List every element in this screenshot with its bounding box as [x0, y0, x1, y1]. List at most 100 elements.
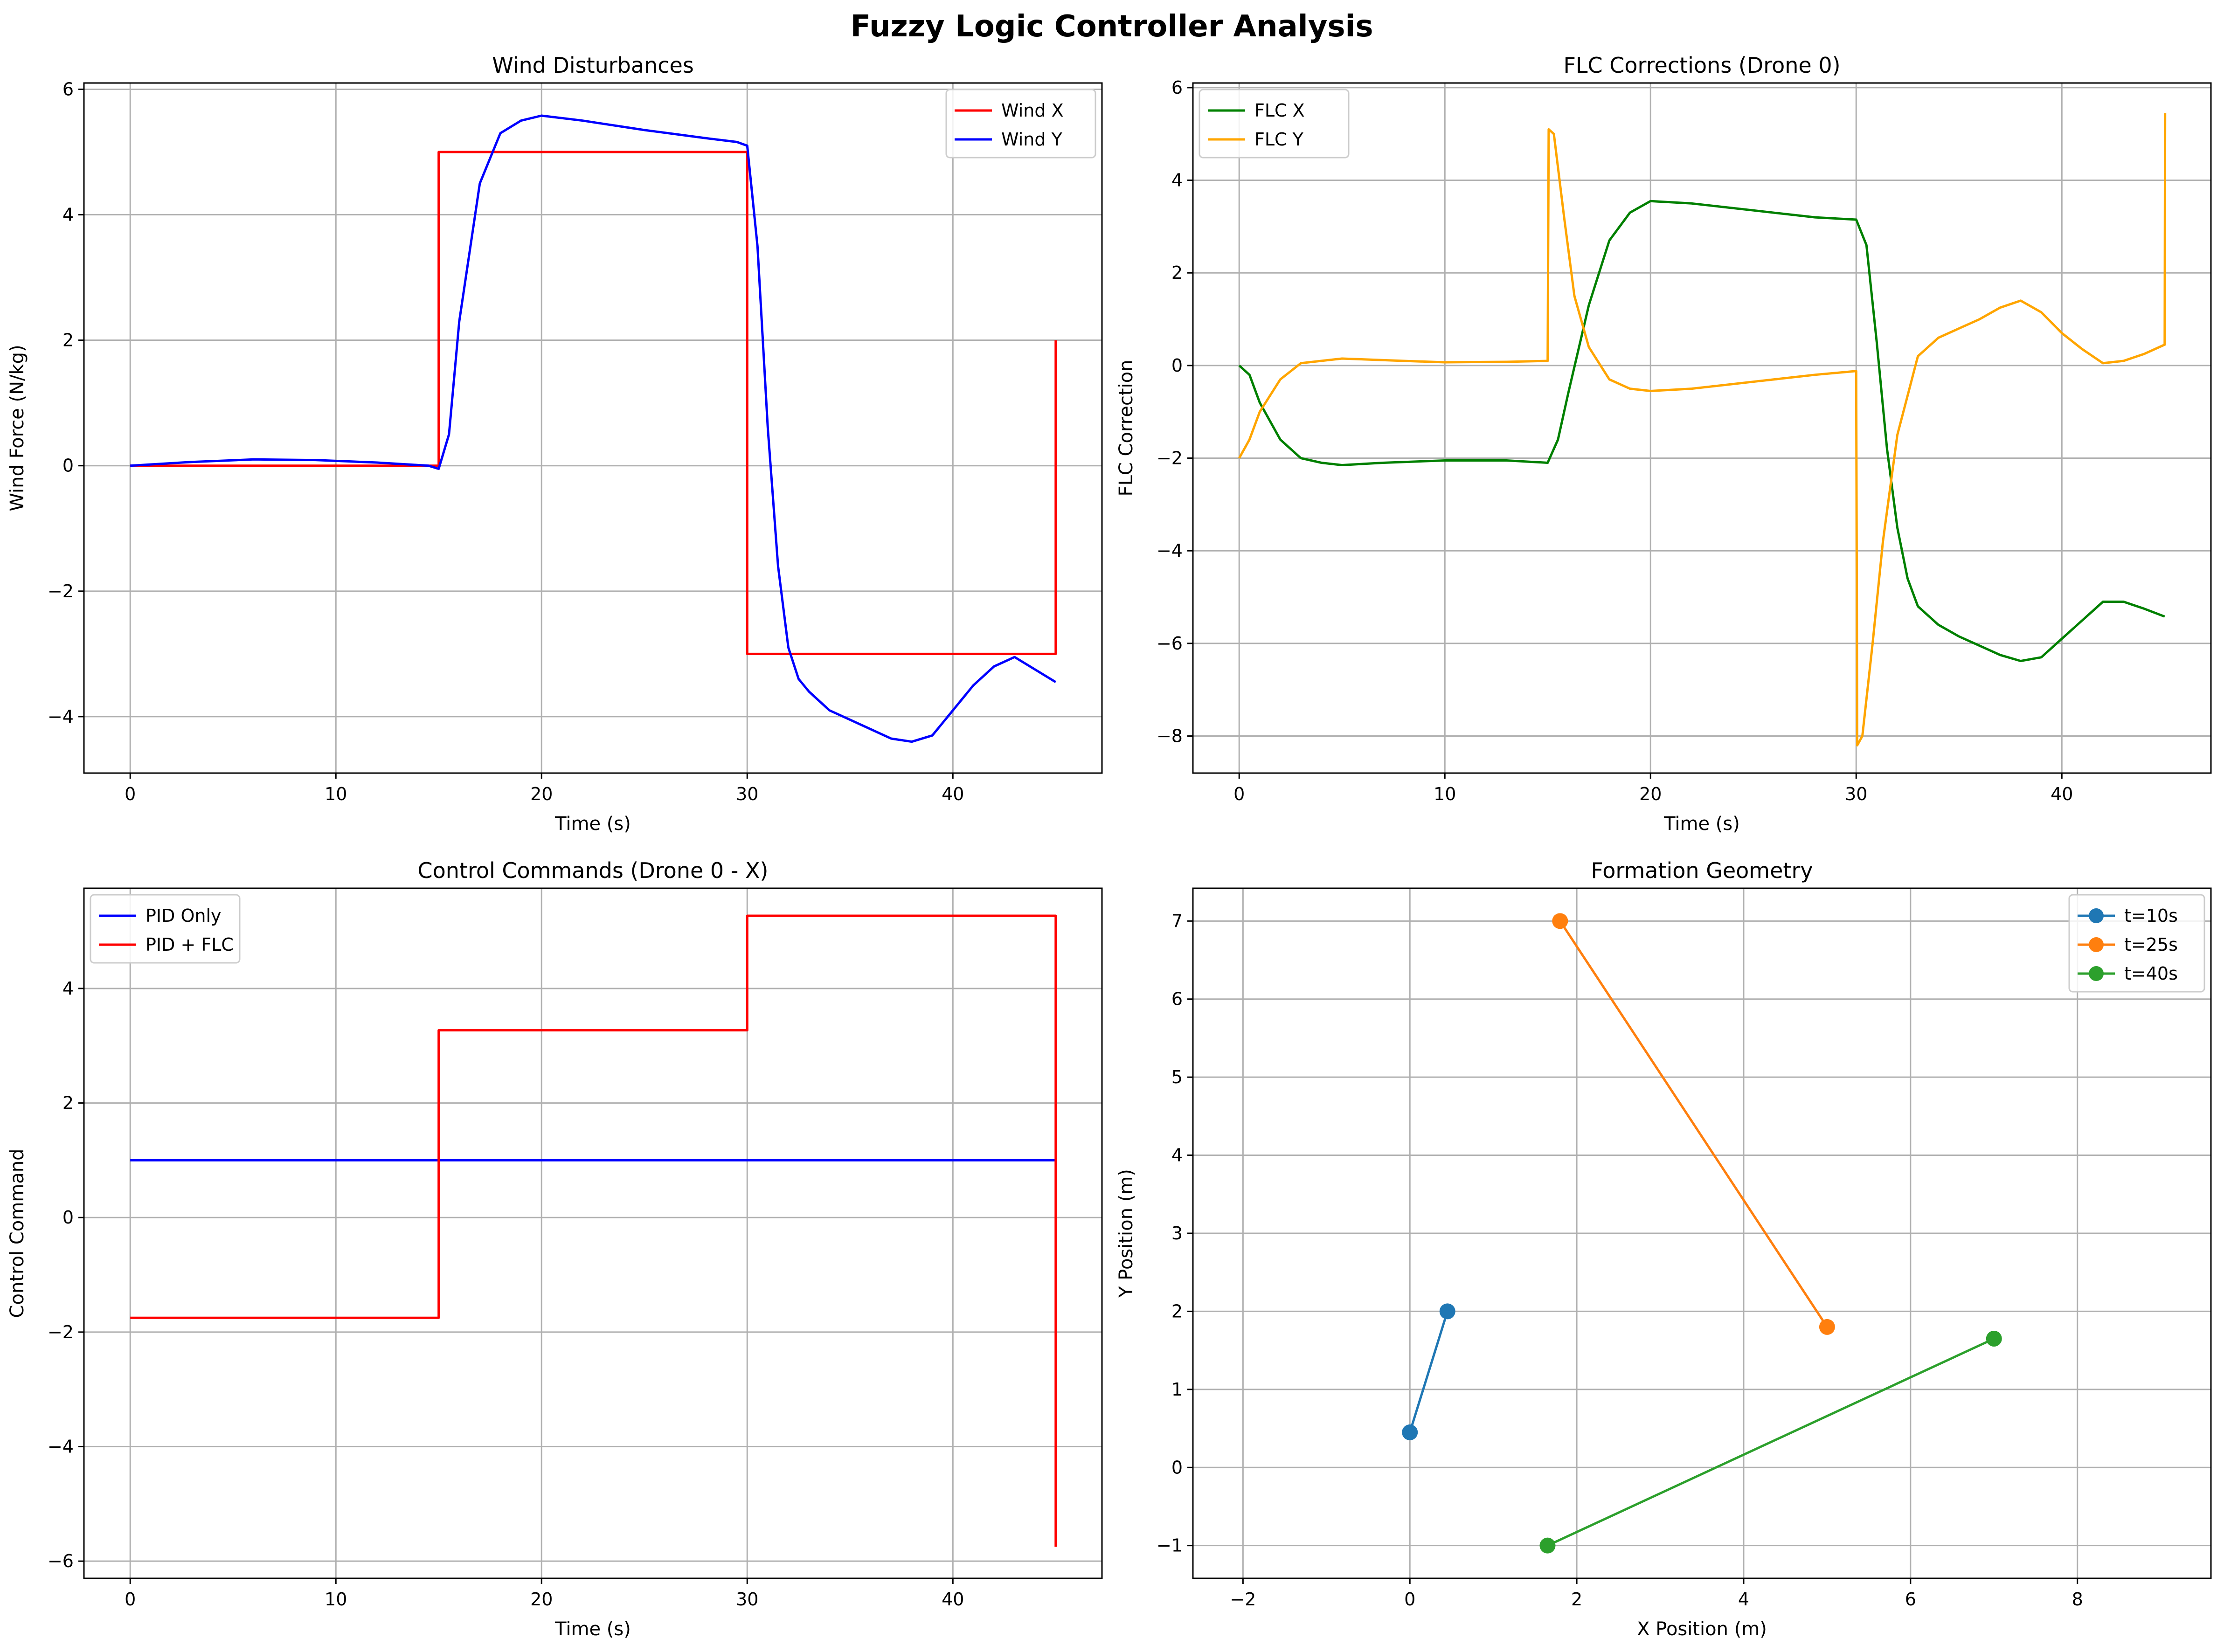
plot-title: Formation Geometry [1591, 858, 1813, 883]
plot-frame [83, 82, 1103, 774]
y-tick-label: 0 [1171, 1457, 1183, 1478]
x-axis-label: Time (s) [1663, 813, 1740, 835]
series-marker [1986, 1331, 2002, 1347]
series-marker [1552, 913, 1568, 929]
y-tick-label: 6 [1171, 989, 1183, 1009]
y-tick-label: −2 [1157, 448, 1183, 469]
legend-label: t=10s [2124, 905, 2178, 926]
x-tick-label: 10 [325, 784, 347, 804]
x-tick-label: 10 [1434, 784, 1456, 804]
legend: PID Only PID + FLC [90, 894, 241, 964]
y-tick-label: −8 [1157, 726, 1183, 747]
legend-label: t=25s [2124, 934, 2178, 955]
plot-frame [83, 887, 1103, 1579]
legend: FLC X FLC Y [1199, 89, 1350, 159]
y-tick-label: −4 [48, 1437, 74, 1457]
y-tick-label: 4 [1171, 1145, 1183, 1166]
x-tick-label: 40 [2051, 784, 2073, 804]
x-tick-label: 40 [942, 784, 964, 804]
x-tick-label: 2 [1571, 1589, 1582, 1610]
legend-label: Wind Y [1001, 129, 1063, 150]
y-tick-label: −4 [1157, 540, 1183, 561]
series-line [1238, 113, 2167, 747]
x-tick-label: 30 [1845, 784, 1867, 804]
x-tick-label: 0 [1404, 1589, 1415, 1610]
x-tick-label: 8 [2072, 1589, 2083, 1610]
y-tick-label: 2 [62, 330, 74, 351]
plot-title: Wind Disturbances [492, 53, 694, 78]
y-axis-label: Y Position (m) [1115, 1169, 1137, 1298]
y-tick-label: 6 [62, 79, 74, 99]
series-marker [1539, 1537, 1556, 1554]
plot-frame [1192, 82, 2212, 774]
plot-frame [1192, 887, 2212, 1579]
series-line [1238, 200, 2165, 663]
x-tick-label: 30 [736, 784, 758, 804]
subplot-4: Formation Geometry −2 0 2 4 6 8 −1 0 1 2 3 4 5 6 7 X Pos… [1115, 858, 2212, 1640]
plot-title: FLC Corrections (Drone 0) [1563, 53, 1840, 78]
x-tick-label: 30 [736, 1589, 758, 1610]
legend-marker [2089, 908, 2104, 923]
figure-title: Fuzzy Logic Controller Analysis [850, 9, 1373, 44]
y-tick-label: −2 [48, 581, 74, 601]
y-tick-label: 7 [1171, 911, 1183, 931]
y-tick-label: −4 [48, 706, 74, 727]
y-axis-label: Wind Force (N/kg) [7, 345, 28, 511]
legend-label: FLC Y [1254, 129, 1304, 150]
legend: Wind X Wind Y [945, 89, 1096, 159]
y-tick-label: 4 [62, 205, 74, 225]
y-tick-label: −6 [48, 1551, 74, 1571]
x-tick-label: 20 [530, 1589, 553, 1610]
legend-label: FLC X [1254, 100, 1305, 121]
x-axis-label: X Position (m) [1637, 1618, 1767, 1640]
y-tick-label: 1 [1171, 1379, 1183, 1400]
x-tick-label: 40 [942, 1589, 964, 1610]
y-tick-label: 6 [1171, 77, 1183, 98]
subplot-2: FLC Corrections (Drone 0) 0 10 20 30 40 −8 −6 −4… [1115, 53, 2212, 835]
series-line [1547, 1337, 1995, 1547]
y-tick-label: 4 [1171, 170, 1183, 191]
y-tick-label: −2 [48, 1322, 74, 1342]
x-tick-label: 10 [325, 1589, 347, 1610]
y-tick-label: 4 [62, 978, 74, 999]
y-tick-label: 2 [62, 1093, 74, 1113]
y-tick-label: 2 [1171, 263, 1183, 283]
series-marker [1439, 1303, 1455, 1320]
subplot-1: Wind Disturbances 0 10 20 30 40 −4 −2 0 2 4 6 Time (… [7, 53, 1103, 835]
subplot-3: Control Commands (Drone 0 - X)0 10 20 30 40−… [7, 858, 1103, 1640]
y-tick-label: −6 [1157, 633, 1183, 654]
x-tick-label: 20 [1639, 784, 1662, 804]
series-line [1559, 920, 1828, 1328]
legend-marker [2089, 937, 2104, 952]
plot-title: Control Commands (Drone 0 - X) [418, 858, 769, 883]
legend-box [2068, 894, 2205, 993]
x-axis-label: Time (s) [554, 1618, 631, 1640]
series-line [130, 114, 1057, 743]
legend-marker [2089, 966, 2104, 981]
x-tick-label: 0 [125, 784, 136, 804]
x-tick-label: 20 [530, 784, 553, 804]
y-tick-label: 3 [1171, 1223, 1183, 1244]
legend-label: t=40s [2124, 963, 2178, 984]
y-axis-label: Control Command [7, 1149, 28, 1318]
series-line [1408, 1311, 1449, 1433]
y-tick-label: 2 [1171, 1301, 1183, 1321]
series-line [130, 914, 1057, 1547]
x-tick-label: 0 [1233, 784, 1245, 804]
x-tick-label: 6 [1905, 1589, 1916, 1610]
y-tick-label: 0 [62, 456, 74, 476]
series-marker [1402, 1424, 1418, 1440]
series-marker [1819, 1319, 1835, 1335]
y-tick-label: −1 [1157, 1535, 1183, 1556]
y-tick-label: 5 [1171, 1067, 1183, 1087]
x-tick-label: 0 [125, 1589, 136, 1610]
legend-label: PID Only [145, 905, 222, 926]
y-axis-label: FLC Correction [1115, 360, 1137, 497]
x-tick-label: −2 [1230, 1589, 1256, 1610]
y-tick-label: 0 [62, 1207, 74, 1228]
x-axis-label: Time (s) [554, 813, 631, 835]
legend-label: PID + FLC [145, 934, 234, 955]
